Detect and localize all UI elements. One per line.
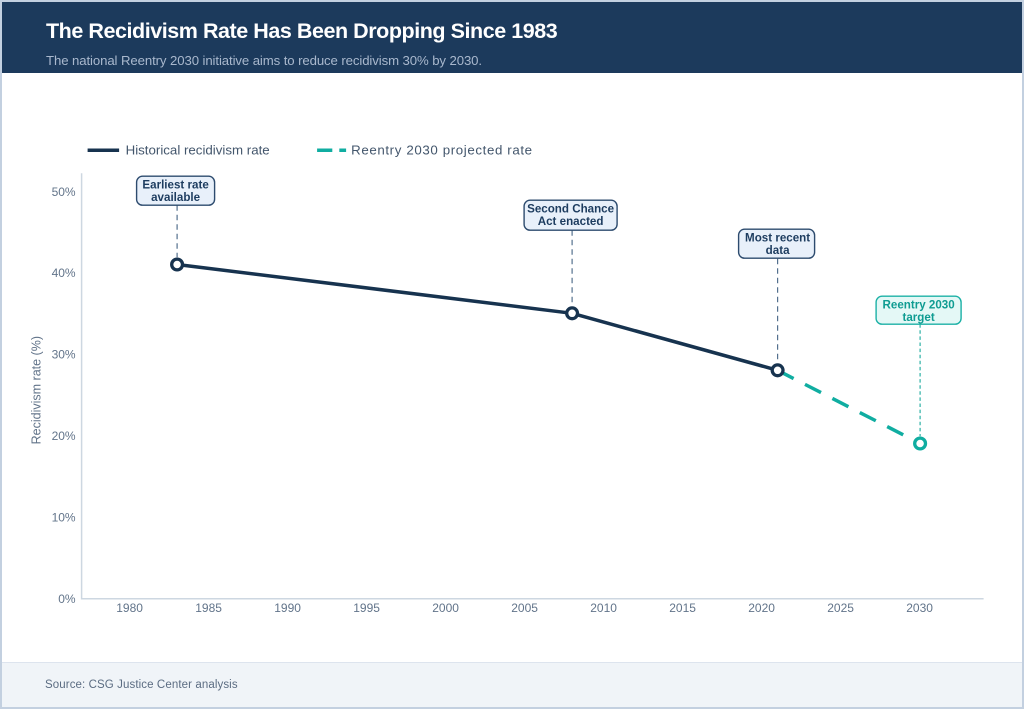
svg-text:2010: 2010 [590, 601, 617, 615]
svg-text:Second Chance: Second Chance [527, 203, 615, 216]
svg-text:Reentry 2030: Reentry 2030 [883, 299, 955, 312]
svg-text:Act enacted: Act enacted [538, 215, 604, 228]
svg-text:data: data [766, 244, 790, 257]
svg-text:2005: 2005 [511, 601, 538, 615]
svg-text:Recidivism rate (%): Recidivism rate (%) [30, 336, 44, 444]
svg-text:20%: 20% [52, 429, 76, 443]
svg-text:2000: 2000 [432, 601, 459, 615]
svg-text:Historical recidivism rate: Historical recidivism rate [126, 143, 270, 158]
svg-text:2020: 2020 [748, 601, 775, 615]
svg-text:available: available [151, 191, 201, 204]
svg-text:1990: 1990 [274, 601, 301, 615]
svg-text:40%: 40% [52, 266, 76, 280]
svg-text:2030: 2030 [906, 601, 933, 615]
svg-text:30%: 30% [52, 348, 76, 362]
svg-text:50%: 50% [52, 185, 76, 199]
svg-text:10%: 10% [52, 510, 76, 524]
svg-text:1985: 1985 [195, 601, 222, 615]
svg-text:2025: 2025 [827, 601, 854, 615]
svg-text:Earliest rate: Earliest rate [142, 179, 209, 192]
svg-text:target: target [902, 311, 934, 324]
svg-text:Most recent: Most recent [745, 232, 810, 245]
svg-text:1995: 1995 [353, 601, 380, 615]
svg-text:Reentry 2030 projected rate: Reentry 2030 projected rate [351, 143, 533, 158]
svg-text:1980: 1980 [116, 601, 143, 615]
svg-text:0%: 0% [58, 592, 76, 606]
svg-text:2015: 2015 [669, 601, 696, 615]
